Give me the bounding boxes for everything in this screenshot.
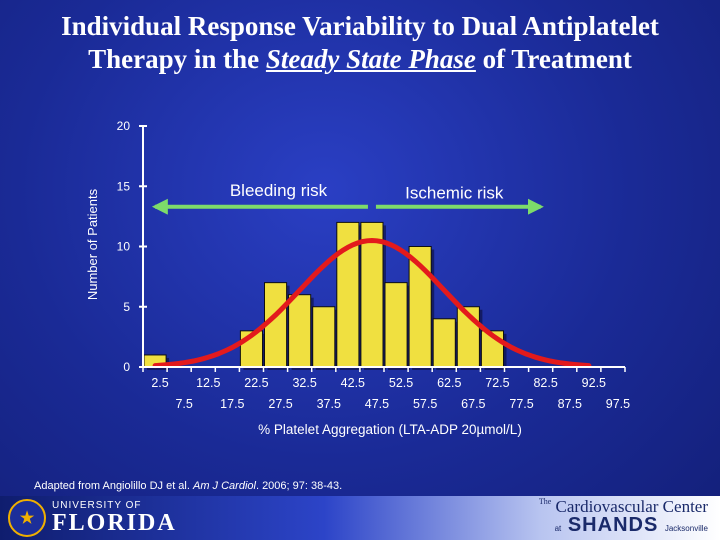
y-tick-label: 5 bbox=[123, 300, 130, 314]
y-tick-label: 15 bbox=[117, 179, 131, 193]
y-tick-label: 20 bbox=[117, 119, 131, 133]
x-tick-label: 82.5 bbox=[533, 376, 557, 390]
y-tick-label: 0 bbox=[123, 360, 130, 374]
histogram-bar bbox=[384, 282, 408, 368]
x-tick-label: 57.5 bbox=[413, 397, 437, 411]
x-tick-label: 72.5 bbox=[485, 376, 509, 390]
title-line-2-post: of Treatment bbox=[475, 44, 632, 74]
citation-footnote: Adapted from Angiolillo DJ et al. Am J C… bbox=[34, 480, 342, 492]
citation-journal: Am J Cardiol bbox=[192, 480, 256, 492]
normal-fit-curve bbox=[152, 237, 592, 369]
x-tick-label: 32.5 bbox=[292, 376, 316, 390]
histogram-bar bbox=[432, 318, 456, 368]
title-emphasis: Steady State Phase bbox=[265, 44, 476, 74]
slide-title: Individual Response Variability to Dual … bbox=[0, 10, 720, 76]
uf-wordmark: UNIVERSITY OF FLORIDA bbox=[52, 500, 177, 536]
y-axis-title: Number of Patients bbox=[85, 188, 100, 300]
x-tick-label: 22.5 bbox=[244, 376, 268, 390]
histogram-bar bbox=[288, 294, 312, 368]
title-line-2-pre: Therapy in the bbox=[88, 44, 266, 74]
uf-wordmark-bottom: FLORIDA bbox=[52, 510, 177, 536]
uf-wordmark-top: UNIVERSITY OF bbox=[52, 500, 142, 511]
x-tick-label: 17.5 bbox=[220, 397, 244, 411]
x-tick-label: 37.5 bbox=[317, 397, 341, 411]
x-tick-label: 87.5 bbox=[558, 397, 582, 411]
shands-wordmark: at SHANDS Jacksonville bbox=[539, 515, 708, 535]
x-tick-label: 77.5 bbox=[509, 397, 533, 411]
x-tick-label: 62.5 bbox=[437, 376, 461, 390]
x-tick-label: 42.5 bbox=[341, 376, 365, 390]
bleeding-risk-label: Bleeding risk bbox=[230, 181, 328, 200]
x-axis-title: % Platelet Aggregation (LTA-ADP 20µmol/L… bbox=[258, 422, 522, 437]
x-tick-label: 2.5 bbox=[151, 376, 168, 390]
x-tick-label: 7.5 bbox=[175, 397, 192, 411]
shands-city: Jacksonville bbox=[664, 524, 708, 533]
shands-at: at bbox=[554, 524, 562, 533]
cc-name: Cardiovascular Center bbox=[555, 497, 708, 516]
histogram-bar bbox=[360, 221, 384, 368]
x-tick-label: 52.5 bbox=[389, 376, 413, 390]
x-tick-label: 47.5 bbox=[365, 397, 389, 411]
citation-ref: . 2006; 97: 38-43. bbox=[255, 480, 343, 492]
citation-text: Adapted from Angiolillo DJ et al. bbox=[34, 480, 193, 492]
histogram-bar bbox=[312, 306, 336, 368]
title-line-1: Individual Response Variability to Dual … bbox=[61, 11, 659, 41]
histogram-chart: 0 5 10 15 20 2.5 7.5 12.517.522.527.532.537.542… bbox=[85, 119, 630, 437]
x-tick-label: 92.5 bbox=[582, 376, 606, 390]
x-tick-label: 97.5 bbox=[606, 397, 630, 411]
shands-name: SHANDS bbox=[567, 514, 659, 536]
ischemic-risk-label: Ischemic risk bbox=[405, 183, 504, 202]
cc-the: The bbox=[538, 497, 552, 506]
x-tick-label: 12.5 bbox=[196, 376, 220, 390]
uf-logo: ★ UNIVERSITY OF FLORIDA bbox=[8, 499, 177, 537]
shands-logo: The Cardiovascular Center at SHANDS Jack… bbox=[538, 497, 708, 536]
uf-seal-icon: ★ bbox=[8, 499, 46, 537]
y-tick-label: 10 bbox=[117, 240, 131, 254]
x-tick-label: 67.5 bbox=[461, 397, 485, 411]
x-tick-label: 27.5 bbox=[268, 397, 292, 411]
footer-banner: ★ UNIVERSITY OF FLORIDA The Cardiovascul… bbox=[0, 496, 720, 540]
title-line-2: Therapy in the Steady State Phase of Tre… bbox=[0, 43, 720, 76]
cardiovascular-center-name: The Cardiovascular Center bbox=[538, 497, 708, 516]
